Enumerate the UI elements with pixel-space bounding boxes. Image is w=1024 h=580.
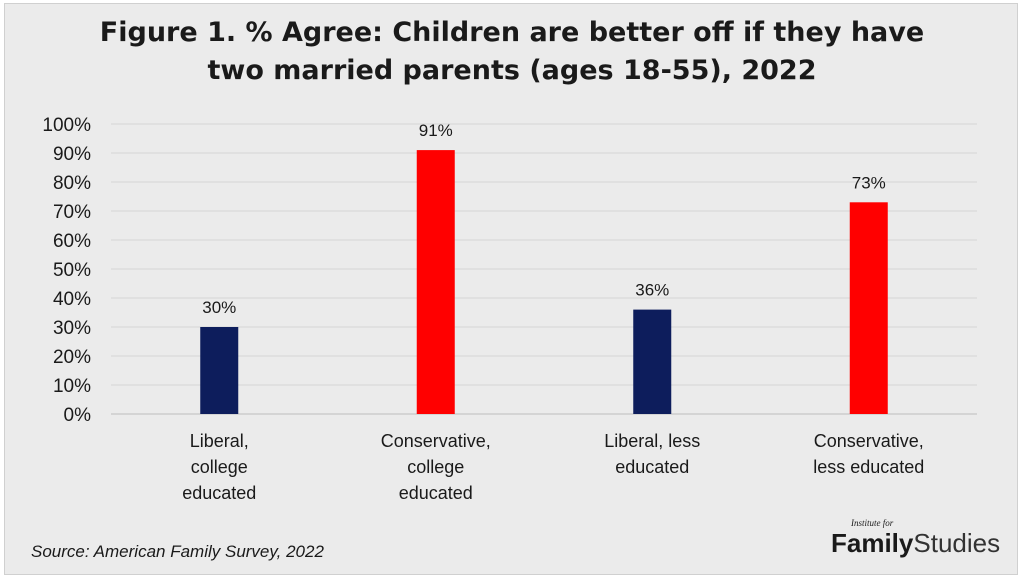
bar — [416, 150, 455, 414]
x-tick-label: Conservative, — [814, 431, 924, 451]
data-label: 30% — [202, 298, 236, 317]
bar — [633, 309, 672, 414]
x-tick-label: Liberal, — [190, 431, 249, 451]
y-tick-label: 40% — [53, 289, 91, 310]
bar-chart: 0% 10% 20% 30% 40% 50% 60% 70% 80% 90% 100% 30% Libe… — [42, 115, 977, 503]
chart-title-line-1: Figure 1. % Agree: Children are better o… — [99, 17, 925, 48]
chart-title: Figure 1. % Agree: Children are better o… — [5, 14, 1019, 90]
x-tick-label: educated — [182, 483, 256, 503]
chart-title-line-2: two married parents (ages 18-55), 2022 — [207, 55, 817, 86]
x-tick-label: Conservative, — [381, 431, 491, 451]
x-tick-label: educated — [399, 483, 473, 503]
chart-frame: Figure 1. % Agree: Children are better o… — [4, 3, 1018, 575]
y-tick-label: 60% — [53, 231, 91, 252]
x-tick-label: less educated — [813, 457, 924, 477]
y-tick-label: 10% — [53, 376, 91, 397]
data-label: 36% — [635, 281, 669, 300]
y-tick-label: 80% — [53, 173, 91, 194]
x-tick-label: college — [191, 457, 248, 477]
x-tick-label: Liberal, less — [604, 431, 700, 451]
institute-logo: Institute for FamilyStudies — [831, 518, 1000, 558]
bar — [200, 327, 239, 414]
y-tick-label: 20% — [53, 347, 91, 368]
bar — [849, 202, 888, 414]
data-label: 73% — [852, 173, 886, 192]
logo-small-text: Institute for — [851, 518, 894, 528]
data-label: 91% — [419, 121, 453, 140]
y-tick-label: 0% — [64, 405, 92, 426]
y-tick-label: 50% — [53, 260, 91, 281]
y-tick-label: 30% — [53, 318, 91, 339]
logo-light-text: Studies — [913, 528, 1001, 558]
y-tick-label: 90% — [53, 144, 91, 165]
source-note: Source: American Family Survey, 2022 — [31, 542, 324, 561]
x-tick-label: college — [407, 457, 464, 477]
x-tick-label: educated — [615, 457, 689, 477]
y-tick-label: 100% — [42, 115, 91, 136]
y-tick-label: 70% — [53, 202, 91, 223]
logo-bold-text: Family — [831, 528, 914, 558]
